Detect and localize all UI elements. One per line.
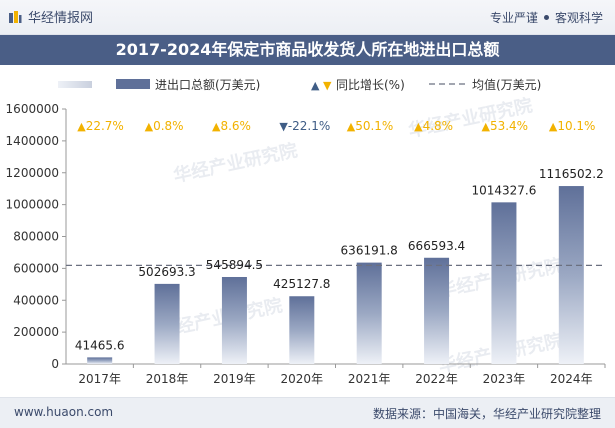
y-tick-label: 800000 <box>13 230 59 244</box>
growth-label: -22.1% <box>288 119 330 133</box>
bar-value-label: 545894.5 <box>206 258 263 272</box>
x-tick-label: 2019年 <box>213 372 256 386</box>
bar-2018年 <box>154 283 180 364</box>
bars <box>87 186 584 364</box>
footer: www.huaon.com 数据来源：中国海关，华经产业研究院整理 <box>0 397 615 428</box>
up-triangle-icon: ▲ <box>481 120 490 133</box>
up-triangle-icon: ▲ <box>77 120 86 133</box>
bar-2019年 <box>221 276 247 364</box>
brand-name: 华经情报网 <box>28 11 94 26</box>
bar-value-label: 666593.4 <box>408 239 465 253</box>
y-tick-label: 400000 <box>13 293 59 307</box>
down-triangle-icon: ▼ <box>279 120 288 133</box>
bar-2020年 <box>289 296 315 364</box>
legend-growth-label: 同比增长(%) <box>336 78 405 92</box>
growth-label: 53.4% <box>490 119 528 133</box>
bar-value-label: 1116502.2 <box>539 167 604 181</box>
up-triangle-icon: ▲ <box>414 120 423 133</box>
growth-label: 10.1% <box>557 119 595 133</box>
bar-value-labels: 41465.6 502693.3 545894.5 425127.8 636191.8 6… <box>75 167 604 352</box>
growth-label: 0.8% <box>153 119 184 133</box>
growth-label: 4.8% <box>423 119 454 133</box>
chart-title: 2017-2024年保定市商品收发货人所在地进出口总额 <box>0 35 615 65</box>
up-triangle-icon: ▲ <box>549 120 558 133</box>
bar-2021年 <box>356 262 382 364</box>
legend-down-triangle-icon: ▼ <box>323 79 332 92</box>
top-bar: 华经情报网 专业严谨 客观科学 <box>0 0 615 35</box>
legend: 进出口总额(万美元) ▲ ▼ 同比增长(%) 均值(万美元) <box>58 77 541 92</box>
legend-bar-label: 进出口总额(万美元) <box>155 78 260 92</box>
bar-value-label: 1014327.6 <box>471 183 536 197</box>
x-tick-label: 2021年 <box>348 372 391 386</box>
up-triangle-icon: ▲ <box>347 120 356 133</box>
brand-tags: 专业严谨 客观科学 <box>490 9 603 26</box>
y-tick-label: 1000000 <box>6 198 59 212</box>
brand[interactable]: 华经情报网 <box>8 7 93 26</box>
growth-label: 22.7% <box>86 119 124 133</box>
y-tick-label: 1400000 <box>6 134 59 148</box>
tag-professional: 专业严谨 <box>489 11 538 25</box>
brand-logo-icon <box>9 11 22 23</box>
legend-bar-swatch <box>116 79 150 89</box>
bar-2023年 <box>491 202 517 364</box>
legend-up-triangle-icon: ▲ <box>311 79 320 92</box>
bar-value-label: 425127.8 <box>273 277 330 291</box>
x-tick-label: 2018年 <box>146 372 189 386</box>
growth-label: 50.1% <box>355 119 393 133</box>
bar-2022年 <box>424 257 450 364</box>
x-tick-label: 2017年 <box>78 372 121 386</box>
y-tick-label: 600000 <box>13 261 59 275</box>
chart: 进出口总额(万美元) ▲ ▼ 同比增长(%) 均值(万美元) 华经产业研究院 华… <box>6 77 606 386</box>
x-axis-labels: 2017年 2018年 2019年 2020年 2021年 2022年 2023年 2024年 <box>78 364 606 386</box>
footer-source: 数据来源：中国海关，华经产业研究院整理 <box>372 407 601 421</box>
footer-url[interactable]: www.huaon.com <box>14 405 114 419</box>
growth-labels: ▲ 22.7% ▲ 0.8% ▲ 8.6% ▼ -22.1% ▲ 50.1% ▲ 4.8% ▲ 53.4%… <box>77 119 595 133</box>
bar-value-label: 636191.8 <box>341 244 398 258</box>
y-tick-label: 1200000 <box>6 166 59 180</box>
growth-label: 8.6% <box>220 119 251 133</box>
x-tick-label: 2023年 <box>483 372 526 386</box>
legend-gradient-swatch <box>58 81 92 88</box>
tag-objective: 客观科学 <box>554 11 603 25</box>
bar-value-label: 502693.3 <box>138 265 195 279</box>
x-tick-label: 2022年 <box>415 372 458 386</box>
watermark-1: 华经产业研究院 <box>171 139 299 187</box>
x-tick-label: 2020年 <box>281 372 324 386</box>
legend-avg-label: 均值(万美元) <box>472 77 541 92</box>
y-tick-label: 200000 <box>13 325 59 339</box>
up-triangle-icon: ▲ <box>145 120 154 133</box>
y-tick-label: 0 <box>51 357 59 371</box>
bar-2017年 <box>87 357 113 364</box>
bar-2024年 <box>558 186 584 364</box>
separator-dot-icon <box>543 15 549 20</box>
x-tick-label: 2024年 <box>550 372 593 386</box>
y-tick-label: 1600000 <box>6 102 59 116</box>
bar-value-label: 41465.6 <box>75 338 125 352</box>
up-triangle-icon: ▲ <box>212 120 221 133</box>
